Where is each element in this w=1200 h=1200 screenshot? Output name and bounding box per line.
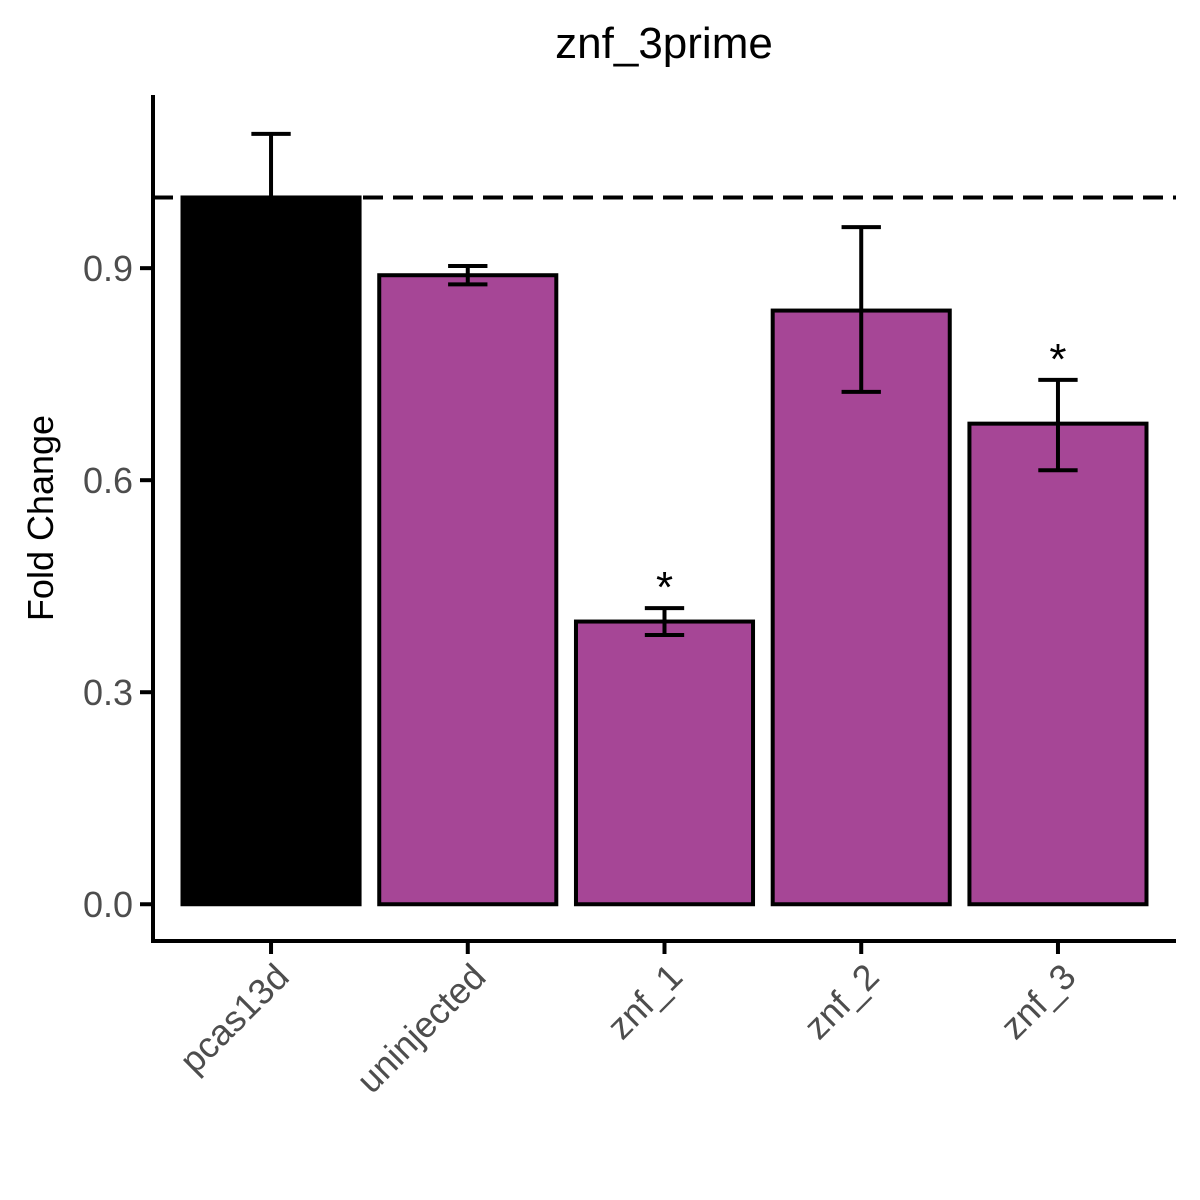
bar-pcas13d <box>180 195 362 907</box>
bar-uninjected <box>377 273 559 907</box>
plot-area: pcas13d uninjected * znf_1 znf_2 * znf_3 0.0 0.3… <box>83 95 1176 1101</box>
x-tick-label-znf_1: znf_1 <box>599 956 690 1047</box>
bar-znf_1 <box>573 619 756 907</box>
y-axis-label: Fold Change <box>20 415 61 621</box>
bar-znf_2 <box>770 308 952 907</box>
x-tick-label-pcas13d: pcas13d <box>171 956 296 1081</box>
y-tick-label: 0.0 <box>83 884 133 925</box>
significance-marker-znf_1: * <box>656 563 673 612</box>
y-tick-label: 0.6 <box>83 460 133 501</box>
significance-marker-znf_3: * <box>1049 335 1066 384</box>
y-tick-label: 0.3 <box>83 672 133 713</box>
bar-znf_3 <box>967 421 1149 907</box>
chart-title: znf_3prime <box>555 19 773 68</box>
x-tick-label-znf_2: znf_2 <box>796 956 887 1047</box>
x-tick-label-znf_3: znf_3 <box>992 956 1083 1047</box>
x-tick-label-uninjected: uninjected <box>348 956 493 1101</box>
y-tick-label: 0.9 <box>83 248 133 289</box>
